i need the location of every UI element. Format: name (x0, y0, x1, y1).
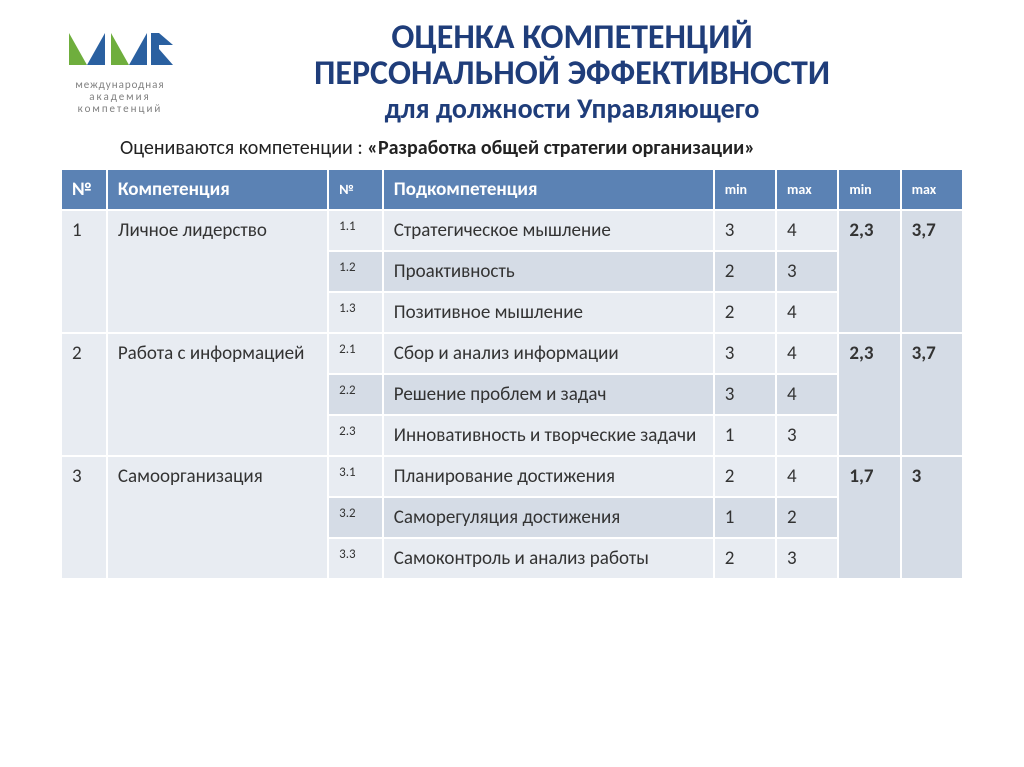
title-line2: ПЕРСОНАЛЬНОЙ ЭФФЕКТИВНОСТИ (180, 56, 964, 92)
table-row: 3Самоорганизация3.1Планирование достижен… (62, 457, 962, 496)
logo-icon (65, 25, 175, 70)
agg-min: 2,3 (839, 211, 899, 332)
sub-min: 2 (715, 293, 775, 332)
agg-min: 1,7 (839, 457, 899, 578)
sub-min: 2 (715, 252, 775, 291)
sub-name: Планирование достижения (384, 457, 713, 496)
agg-max: 3,7 (902, 334, 962, 455)
sub-name: Стратегическое мышление (384, 211, 713, 250)
sub-max: 4 (777, 293, 837, 332)
sub-max: 4 (777, 375, 837, 414)
th-snum: № (329, 170, 382, 209)
group-num: 1 (62, 211, 106, 332)
sub-min: 3 (715, 211, 775, 250)
group-name: Работа с информацией (108, 334, 327, 455)
sub-num: 2.2 (329, 375, 382, 414)
sub-num: 3.2 (329, 498, 382, 537)
th-max: max (777, 170, 837, 209)
sub-max: 4 (777, 457, 837, 496)
intro-prefix: Оцениваются компетенции : (120, 136, 367, 160)
sub-num: 3.3 (329, 539, 382, 578)
sub-min: 1 (715, 498, 775, 537)
sub-name: Самоконтроль и анализ работы (384, 539, 713, 578)
sub-max: 3 (777, 416, 837, 455)
agg-max: 3,7 (902, 211, 962, 332)
title-line1: ОЦЕНКА КОМПЕТЕНЦИЙ (180, 20, 964, 56)
sub-name: Сбор и анализ информации (384, 334, 713, 373)
sub-min: 3 (715, 334, 775, 373)
sub-max: 2 (777, 498, 837, 537)
sub-name: Саморегуляция достижения (384, 498, 713, 537)
sub-min: 3 (715, 375, 775, 414)
sub-min: 2 (715, 539, 775, 578)
sub-num: 2.1 (329, 334, 382, 373)
sub-name: Проактивность (384, 252, 713, 291)
competency-table: № Компетенция № Подкомпетенция min max m… (60, 168, 964, 580)
page-title: ОЦЕНКА КОМПЕТЕНЦИЙ ПЕРСОНАЛЬНОЙ ЭФФЕКТИВ… (180, 20, 964, 126)
sub-max: 4 (777, 334, 837, 373)
intro-text: Оцениваются компетенции : «Разработка об… (120, 136, 964, 160)
agg-max: 3 (902, 457, 962, 578)
agg-min: 2,3 (839, 334, 899, 455)
table-row: 2Работа с информацией2.1Сбор и анализ ин… (62, 334, 962, 373)
logo-text: международная академия компетенций (55, 79, 185, 115)
title-line3: для должности Управляющего (180, 93, 964, 125)
intro-bold: «Разработка общей стратегии организации» (367, 136, 755, 160)
logo-line3: компетенций (55, 103, 185, 115)
sub-max: 3 (777, 252, 837, 291)
th-amax: max (902, 170, 962, 209)
sub-num: 1.2 (329, 252, 382, 291)
sub-name: Позитивное мышление (384, 293, 713, 332)
sub-num: 3.1 (329, 457, 382, 496)
logo: международная академия компетенций (55, 25, 185, 115)
group-num: 3 (62, 457, 106, 578)
sub-name: Инновативность и творческие задачи (384, 416, 713, 455)
sub-num: 2.3 (329, 416, 382, 455)
group-name: Самоорганизация (108, 457, 327, 578)
group-name: Личное лидерство (108, 211, 327, 332)
sub-num: 1.3 (329, 293, 382, 332)
th-sub: Подкомпетенция (384, 170, 713, 209)
th-num: № (62, 170, 106, 209)
sub-max: 4 (777, 211, 837, 250)
table-header-row: № Компетенция № Подкомпетенция min max m… (62, 170, 962, 209)
sub-name: Решение проблем и задач (384, 375, 713, 414)
group-num: 2 (62, 334, 106, 455)
sub-min: 1 (715, 416, 775, 455)
th-min: min (715, 170, 775, 209)
th-amin: min (839, 170, 899, 209)
table-body: 1Личное лидерство1.1Стратегическое мышле… (62, 211, 962, 578)
sub-max: 3 (777, 539, 837, 578)
sub-min: 2 (715, 457, 775, 496)
th-comp: Компетенция (108, 170, 327, 209)
sub-num: 1.1 (329, 211, 382, 250)
table-row: 1Личное лидерство1.1Стратегическое мышле… (62, 211, 962, 250)
